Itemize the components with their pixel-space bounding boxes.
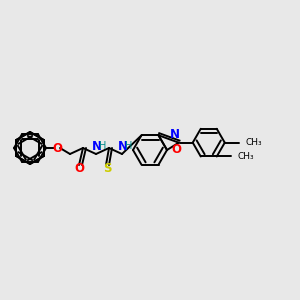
Text: O: O [52, 142, 62, 154]
Text: N: N [92, 140, 102, 152]
Text: H: H [125, 141, 133, 151]
Text: S: S [103, 163, 111, 176]
Text: CH₃: CH₃ [238, 152, 254, 161]
Text: H: H [99, 141, 107, 151]
Text: CH₃: CH₃ [246, 138, 262, 147]
Text: O: O [171, 143, 182, 156]
Text: N: N [170, 128, 180, 141]
Text: N: N [118, 140, 128, 152]
Text: O: O [74, 161, 84, 175]
